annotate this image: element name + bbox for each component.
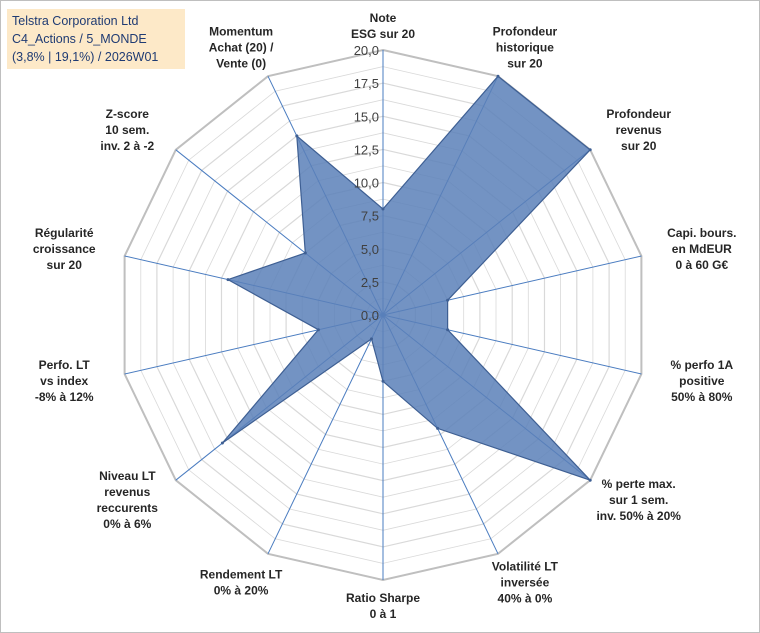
- data-point: [446, 328, 450, 332]
- axis-label: % perfo 1A positive 50% à 80%: [670, 358, 733, 404]
- data-point: [220, 441, 224, 445]
- info-category: C4_Actions / 5_MONDE: [12, 32, 147, 46]
- data-point: [295, 134, 299, 138]
- axis-label: Rendement LT 0% à 20%: [200, 568, 283, 598]
- tick-label: 17,5: [354, 76, 379, 91]
- data-point: [381, 379, 385, 383]
- axis-label: Momentum Achat (20) / Vente (0): [209, 24, 274, 70]
- tick-label: 0,0: [361, 308, 379, 323]
- tick-label: 10,0: [354, 176, 379, 191]
- data-point: [588, 148, 592, 152]
- tick-label: 5,0: [361, 242, 379, 257]
- tick-label: 12,5: [354, 142, 379, 157]
- tick-label: 7,5: [361, 209, 379, 224]
- tick-label: 2,5: [361, 275, 379, 290]
- data-point: [370, 337, 373, 341]
- axis-label: Note ESG sur 20: [351, 11, 415, 41]
- axis-label: Ratio Sharpe 0 à 1: [346, 591, 420, 621]
- axis-label: Capi. bours. en MdEUR 0 à 60 G€: [667, 226, 736, 272]
- data-point: [381, 207, 385, 211]
- info-stats: (3,8% | 19,1%) / 2026W01: [12, 50, 159, 64]
- info-box: Telstra Corporation Ltd C4_Actions / 5_M…: [7, 9, 185, 69]
- axis-label: Z-score 10 sem. inv. 2 à -2: [100, 107, 154, 153]
- data-point: [496, 74, 500, 78]
- data-point: [436, 426, 440, 430]
- axis-label: Régularité croissance sur 20: [33, 226, 96, 272]
- axis-label: Profondeur historique sur 20: [493, 24, 558, 70]
- data-point: [226, 278, 230, 282]
- data-point: [446, 298, 450, 302]
- axis-spoke: [267, 314, 384, 555]
- axis-label: Profondeur revenus sur 20: [606, 107, 671, 153]
- series-area: [221, 75, 592, 481]
- data-point: [588, 478, 592, 482]
- axis-label: Niveau LT revenus reccurents 0% à 6%: [97, 469, 159, 531]
- tick-label: 15,0: [354, 109, 379, 124]
- info-company: Telstra Corporation Ltd: [12, 14, 139, 28]
- tick-label: 20,0: [354, 43, 379, 58]
- axis-label: Perfo. LT vs index -8% à 12%: [35, 358, 94, 404]
- data-point: [316, 328, 320, 332]
- axis-label: % perte max. sur 1 sem. inv. 50% à 20%: [596, 477, 681, 523]
- axis-label: Volatilité LT inversée 40% à 0%: [492, 560, 559, 606]
- data-point: [303, 251, 307, 255]
